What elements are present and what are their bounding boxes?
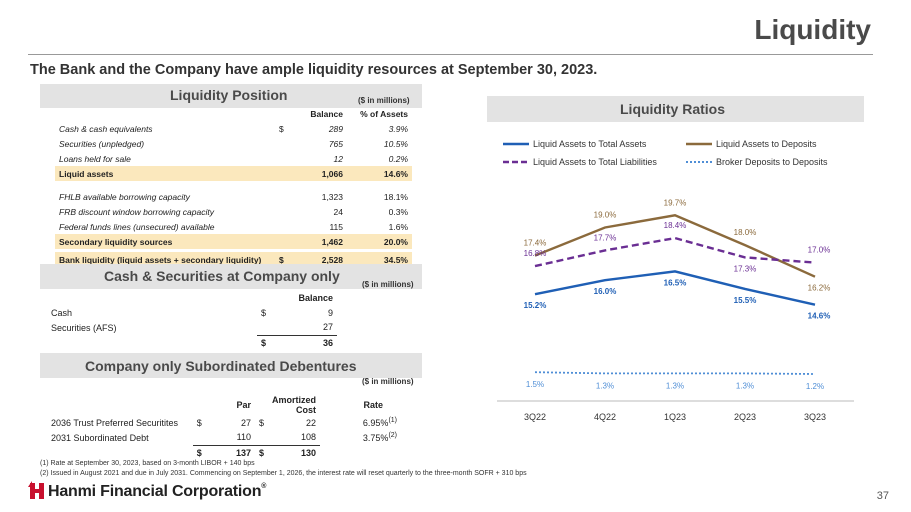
data-label: 15.5% bbox=[734, 296, 757, 305]
data-label: 17.7% bbox=[594, 233, 617, 242]
data-label: 16.5% bbox=[664, 278, 687, 287]
title-divider bbox=[28, 54, 873, 55]
footnotes: (1) Rate at September 30, 2023, based on… bbox=[40, 459, 527, 479]
data-label: 17.0% bbox=[808, 246, 831, 255]
data-label: 1.2% bbox=[806, 382, 824, 391]
sub-debentures-table: Par Amortized Cost Rate 2036 Trust Prefe… bbox=[47, 395, 397, 460]
legend-item-broker-deposits: Broker Deposits to Deposits bbox=[686, 157, 828, 167]
hanmi-logo-icon bbox=[28, 481, 44, 499]
table-row: Cash $ 9 bbox=[51, 307, 333, 318]
data-label: 17.4% bbox=[524, 239, 547, 248]
liquidity-position-table: Balance % of Assets Cash & cash equivale… bbox=[55, 106, 412, 267]
data-label: 17.3% bbox=[734, 264, 757, 273]
table-row-bank-liquidity: Bank liquidity (liquid assets + secondar… bbox=[55, 252, 412, 267]
sub-debentures-header: Company only Subordinated Debentures ($ … bbox=[40, 353, 422, 386]
liquidity-position-header: Liquidity Position ($ in millions) bbox=[40, 84, 422, 108]
cash-securities-table: Balance Cash $ 9 Securities (AFS) 27 $ 3… bbox=[47, 290, 337, 350]
table-row: FRB discount window borrowing capacity 2… bbox=[59, 206, 408, 217]
x-tick-label: 2Q23 bbox=[734, 412, 756, 422]
cash-securities-title: Cash & Securities at Company only bbox=[104, 268, 340, 284]
legend-item-liquid-to-liabilities: Liquid Assets to Total Liabilities bbox=[503, 157, 657, 167]
x-tick-label: 1Q23 bbox=[664, 412, 686, 422]
liquidity-ratios-title: Liquidity Ratios bbox=[620, 101, 725, 117]
data-label: 16.2% bbox=[808, 284, 831, 293]
table-row-total: $ 137 $ 130 bbox=[196, 447, 317, 458]
legend-solid-blue-line-icon bbox=[503, 142, 529, 146]
legend-item-liquid-to-total-assets: Liquid Assets to Total Assets bbox=[503, 139, 646, 149]
data-label: 16.8% bbox=[524, 249, 547, 258]
table-row: Federal funds lines (unsecured) availabl… bbox=[59, 221, 408, 232]
data-label: 18.4% bbox=[664, 221, 687, 230]
legend-solid-brown-line-icon bbox=[686, 142, 712, 146]
x-tick-label: 3Q23 bbox=[804, 412, 826, 422]
table-row: Loans held for sale 12 0.2% bbox=[59, 153, 408, 164]
footnote-1: (1) Rate at September 30, 2023, based on… bbox=[40, 460, 255, 467]
series-line-3 bbox=[534, 236, 816, 268]
data-label: 19.7% bbox=[664, 198, 687, 207]
table-row-total-secondary: Secondary liquidity sources 1,462 20.0% bbox=[55, 234, 412, 249]
data-label: 1.5% bbox=[526, 380, 544, 389]
liquidity-ratios-header: Liquidity Ratios bbox=[487, 96, 864, 122]
data-label: 15.2% bbox=[524, 301, 547, 310]
table-row: 2036 Trust Preferred Securitites $ 27 $ … bbox=[51, 417, 397, 428]
col-header-par: Par bbox=[236, 400, 252, 410]
table-row: Securities (unpledged) 765 10.5% bbox=[59, 138, 408, 149]
data-label: 1.3% bbox=[736, 381, 754, 390]
x-tick-label: 3Q22 bbox=[524, 412, 546, 422]
col-header-rate: Rate bbox=[363, 400, 383, 410]
data-label: 1.3% bbox=[666, 381, 684, 390]
company-name: Hanmi Financial Corporation® bbox=[48, 483, 267, 500]
table-row-total: $ 36 bbox=[261, 337, 333, 348]
liquidity-position-units: ($ in millions) bbox=[358, 96, 410, 105]
table-row: Securities (AFS) 27 bbox=[47, 320, 337, 336]
liquidity-position-title: Liquidity Position bbox=[170, 87, 288, 103]
page-title: Liquidity bbox=[754, 14, 871, 45]
data-label: 19.0% bbox=[594, 211, 617, 220]
table-row: 2031 Subordinated Debt 110 108 3.75%(2) bbox=[51, 430, 397, 446]
table-row: Cash & cash equivalents $ 289 3.9% bbox=[59, 123, 408, 134]
data-label: 16.0% bbox=[594, 287, 617, 296]
cash-securities-units: ($ in millions) bbox=[362, 280, 414, 289]
data-label: 1.3% bbox=[596, 381, 614, 390]
table-row: FHLB available borrowing capacity 1,323 … bbox=[59, 191, 408, 202]
col-header-pct-assets: % of Assets bbox=[360, 108, 408, 119]
data-label: 14.6% bbox=[808, 312, 831, 321]
legend-dashed-purple-line-icon bbox=[503, 160, 529, 164]
x-tick-label: 4Q22 bbox=[594, 412, 616, 422]
table-row-total-liquid-assets: Liquid assets 1,066 14.6% bbox=[55, 166, 412, 181]
sub-debentures-units: ($ in millions) bbox=[362, 377, 414, 386]
col-header-balance: Balance bbox=[310, 108, 343, 119]
series-line-2 bbox=[534, 214, 816, 278]
col-header-balance: Balance bbox=[298, 292, 333, 303]
col-header-amortized-cost: Amortized Cost bbox=[272, 395, 317, 415]
legend-item-liquid-to-deposits: Liquid Assets to Deposits bbox=[686, 139, 817, 149]
page-number: 37 bbox=[876, 490, 889, 502]
cash-securities-header: Cash & Securities at Company only ($ in … bbox=[40, 264, 422, 289]
page-subtitle: The Bank and the Company have ample liqu… bbox=[30, 62, 598, 78]
liquidity-ratios-chart: 15.2% 16.0% 16.5% 15.5% 14.6% 17.4% 19.0% 19.7%… bbox=[497, 198, 854, 422]
sub-debentures-title: Company only Subordinated Debentures bbox=[85, 358, 357, 374]
series-line-1 bbox=[534, 270, 816, 306]
data-label: 18.0% bbox=[734, 228, 757, 237]
legend-dotted-blue-line-icon bbox=[686, 161, 712, 163]
footnote-2: (2) Issued in August 2021 and due in Jul… bbox=[40, 470, 527, 477]
series-line-4 bbox=[534, 371, 816, 375]
